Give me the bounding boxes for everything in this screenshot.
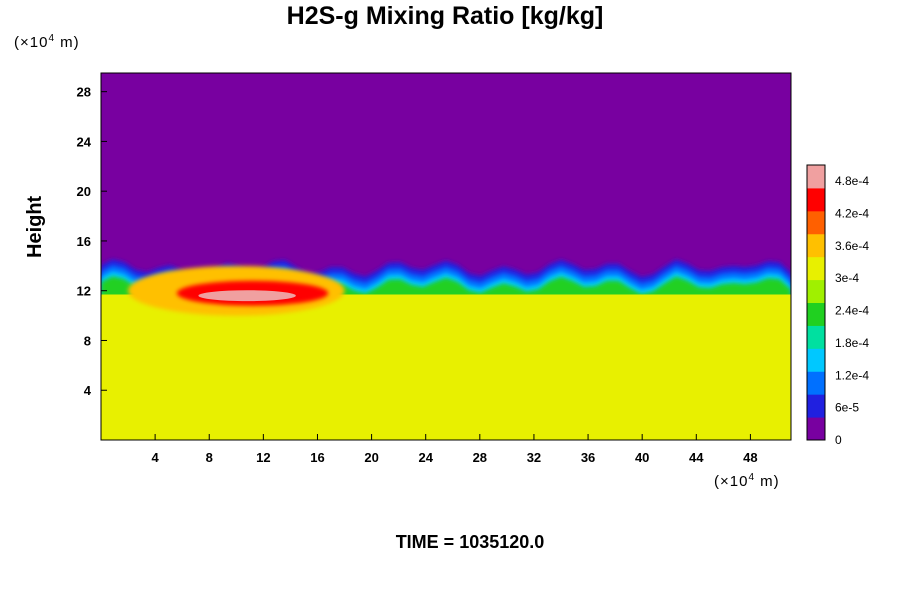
y-tick-label: 24 <box>77 134 92 149</box>
y-tick-label: 12 <box>77 284 91 299</box>
region-lower-layer <box>101 294 791 440</box>
x-tick-label: 12 <box>256 450 270 465</box>
colorbar-swatch <box>807 417 825 441</box>
colorbar-swatch <box>807 371 825 395</box>
y-tick-label: 8 <box>84 333 91 348</box>
colorbar-swatch <box>807 279 825 303</box>
x-tick-label: 24 <box>418 450 433 465</box>
y-tick-label: 16 <box>77 234 91 249</box>
y-tick-label: 4 <box>84 383 92 398</box>
colorbar-swatch <box>807 187 825 212</box>
x-axis: 4 8 12 16 20 24 28 32 36 40 44 48 <box>152 434 758 465</box>
y-tick-label: 28 <box>77 85 91 100</box>
x-tick-label: 40 <box>635 450 649 465</box>
colorbar-swatch <box>807 302 825 326</box>
plot-frame <box>100 72 792 441</box>
chart-title: H2S-g Mixing Ratio [kg/kg] <box>286 2 604 30</box>
colorbar-label: 4.8e-4 <box>835 174 869 188</box>
x-tick-label: 20 <box>364 450 378 465</box>
heatmap-field <box>101 73 791 440</box>
colorbar-label: 3e-4 <box>835 271 859 285</box>
colorbar-label: 1.2e-4 <box>835 368 869 382</box>
colorbar-label: 3.6e-4 <box>835 239 869 253</box>
x-tick-label: 32 <box>527 450 541 465</box>
colorbar-swatch <box>807 165 825 189</box>
colorbar-swatch <box>807 325 825 349</box>
colorbar-label: 0 <box>835 433 842 447</box>
time-annotation: TIME = 1035120.0 <box>395 532 545 552</box>
y-tick-label: 20 <box>77 184 91 199</box>
colorbar: 0 6e-5 1.2e-4 1.8e-4 2.4e-4 3e-4 3.6e-4 4.2e-4 4… <box>806 164 869 447</box>
x-tick-label: 4 <box>152 450 160 465</box>
x-axis-unit: (×104 m) <box>714 472 780 490</box>
x-tick-label: 44 <box>689 450 704 465</box>
colorbar-label: 6e-5 <box>835 401 859 415</box>
colorbar-swatch <box>807 348 825 372</box>
x-tick-label: 36 <box>581 450 595 465</box>
colorbar-label: 2.4e-4 <box>835 304 869 318</box>
colorbar-label: 4.2e-4 <box>835 207 869 221</box>
colorbar-swatch <box>807 256 825 281</box>
colorbar-label: 1.8e-4 <box>835 336 869 350</box>
x-tick-label: 8 <box>206 450 213 465</box>
region-enriched-plume-peak <box>198 290 296 302</box>
x-tick-label: 48 <box>743 450 757 465</box>
colorbar-swatch <box>807 233 825 258</box>
y-axis: 4 8 12 16 20 24 28 <box>77 85 107 398</box>
x-tick-label: 28 <box>473 450 487 465</box>
colorbar-frame <box>806 164 826 441</box>
colorbar-swatch <box>807 210 825 235</box>
x-tick-label: 16 <box>310 450 324 465</box>
colorbar-swatch <box>807 394 825 418</box>
y-axis-unit: (×104 m) <box>14 33 80 51</box>
